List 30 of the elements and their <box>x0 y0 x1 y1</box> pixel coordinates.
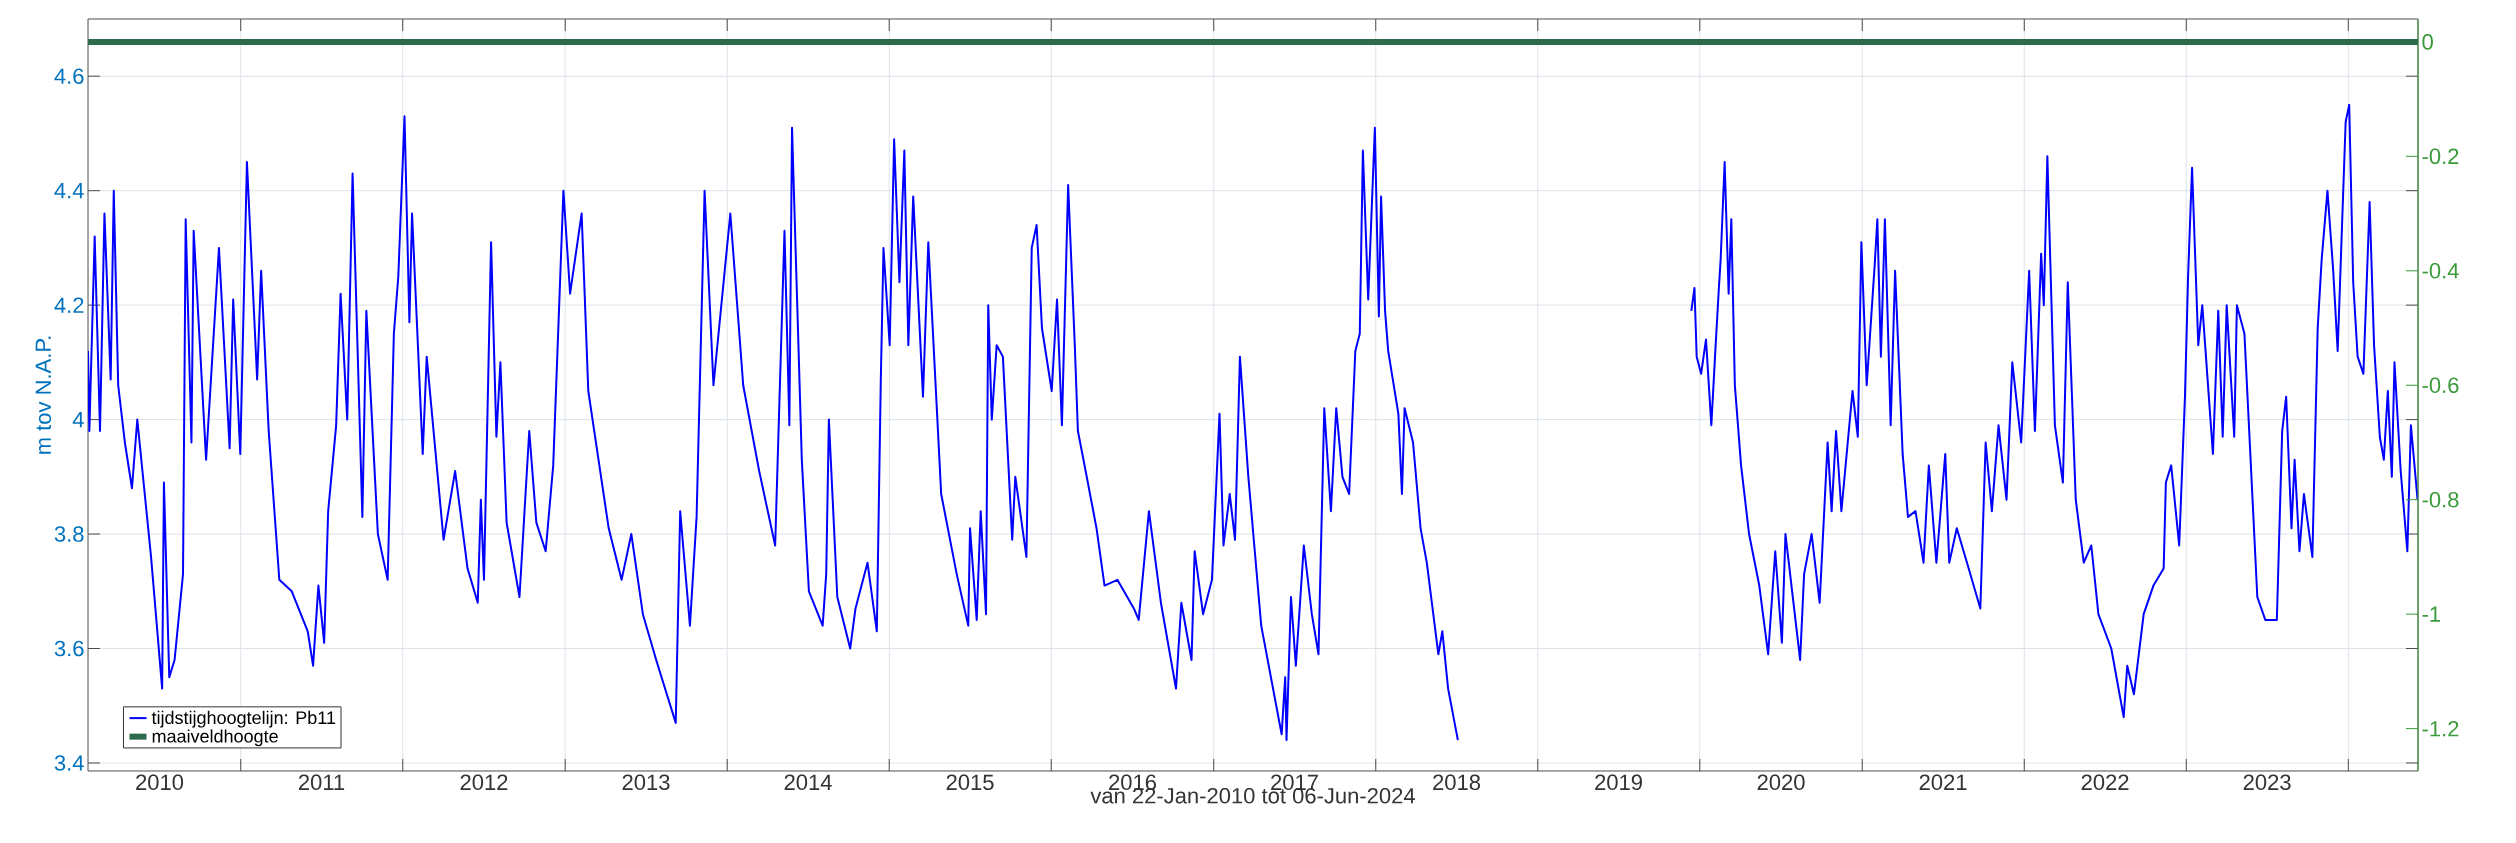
y-tick-label: 4.4 <box>54 183 84 199</box>
x-tick-label: 2020 <box>1757 774 1805 791</box>
y-tick-label: 3.8 <box>54 526 84 542</box>
x-tick-label: 2017 <box>1271 774 1318 791</box>
y2-tick-label: -0.4 <box>2422 263 2459 279</box>
y-tick-label: 4.2 <box>54 297 84 313</box>
x-tick-label: 2013 <box>622 774 670 791</box>
x-tick-label: 2021 <box>1919 774 1967 791</box>
y2-tick-label: -0.8 <box>2422 491 2459 508</box>
legend-label: tijdstijghoogtelijn: Pb11 <box>151 710 336 728</box>
y-tick-label: 3.6 <box>54 640 84 657</box>
y-tick-label: 4 <box>72 412 84 428</box>
legend-label: maaiveldhoogte <box>152 729 278 747</box>
x-tick-label: 2018 <box>1433 774 1481 791</box>
y2-tick-label: -0.2 <box>2422 148 2459 165</box>
x-tick-label: 2019 <box>1595 774 1642 791</box>
y-tick-label: 4.6 <box>54 68 84 85</box>
y2-tick-label: -1.2 <box>2422 720 2459 737</box>
x-tick-label: 2012 <box>460 774 508 791</box>
y-tick-label: 3.4 <box>54 755 84 771</box>
y2-tick-label: 0 <box>2422 34 2433 50</box>
x-tick-label: 2015 <box>946 774 994 791</box>
x-tick-label: 2022 <box>2081 774 2129 791</box>
y-axis-title: m tov N.A.P. <box>35 336 52 454</box>
x-tick-label: 2011 <box>298 774 345 791</box>
y2-tick-label: -0.6 <box>2422 377 2459 394</box>
x-tick-label: 2023 <box>2243 774 2291 791</box>
y2-tick-label: -1 <box>2422 606 2441 622</box>
x-tick-label: 2014 <box>784 774 832 791</box>
x-tick-label: 2010 <box>136 774 184 791</box>
